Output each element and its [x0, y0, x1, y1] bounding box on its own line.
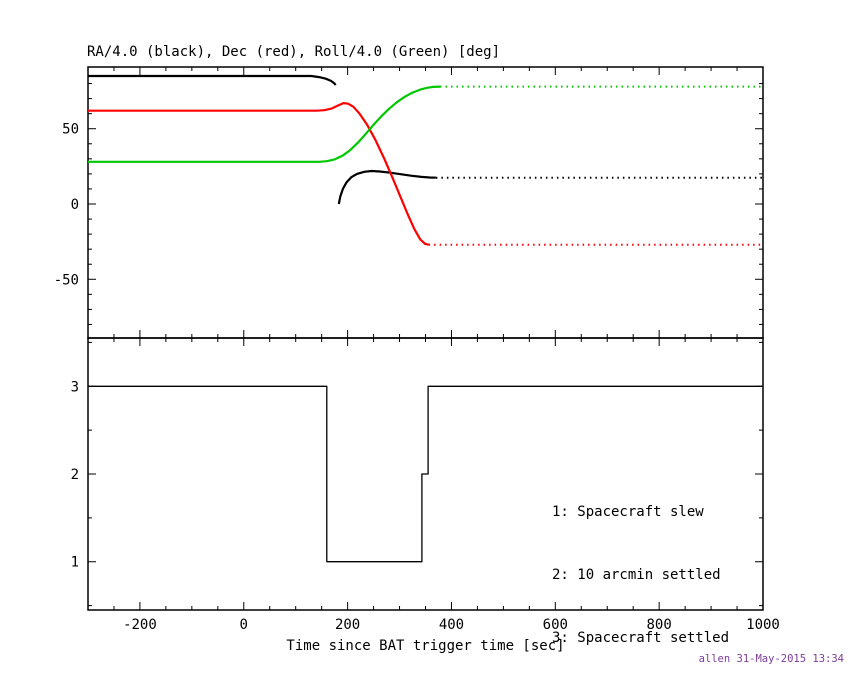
legend-item-slew: 1: Spacecraft slew [552, 504, 704, 520]
chart-title: RA/4.0 (black), Dec (red), Roll/4.0 (Gre… [87, 44, 501, 60]
series-roll [88, 85, 441, 163]
x-tick-label: 600 [543, 617, 568, 633]
x-tick-label: 200 [335, 617, 360, 633]
y-tick-label: 1 [71, 555, 79, 571]
y-tick-label: 3 [71, 379, 79, 395]
x-tick-label: 800 [647, 617, 672, 633]
series-ra-pre-slew [88, 74, 337, 86]
panel-frame [87, 66, 764, 339]
x-axis-title: Time since BAT trigger time [sec] [286, 638, 565, 654]
y-tick-label: -50 [54, 272, 79, 288]
series-dec [88, 102, 429, 246]
credit-stamp: allen 31-May-2015 13:34 [698, 653, 844, 665]
x-tick-label: 1000 [746, 617, 780, 633]
x-tick-label: 400 [439, 617, 464, 633]
legend-item-10arcmin: 2: 10 arcmin settled [552, 567, 721, 583]
series-ra-post-slew [337, 169, 436, 205]
y-tick-label: 2 [71, 467, 79, 483]
y-tick-label: 50 [62, 122, 79, 138]
x-tick-label: 0 [240, 617, 248, 633]
y-tick-label: 0 [71, 197, 79, 213]
series-settling-state [88, 385, 763, 563]
legend-item-settled: 3: Spacecraft settled [552, 630, 730, 646]
state-legend: 1: Spacecraft slew 2: 10 arcmin settled … [552, 460, 729, 691]
x-tick-label: -200 [123, 617, 157, 633]
